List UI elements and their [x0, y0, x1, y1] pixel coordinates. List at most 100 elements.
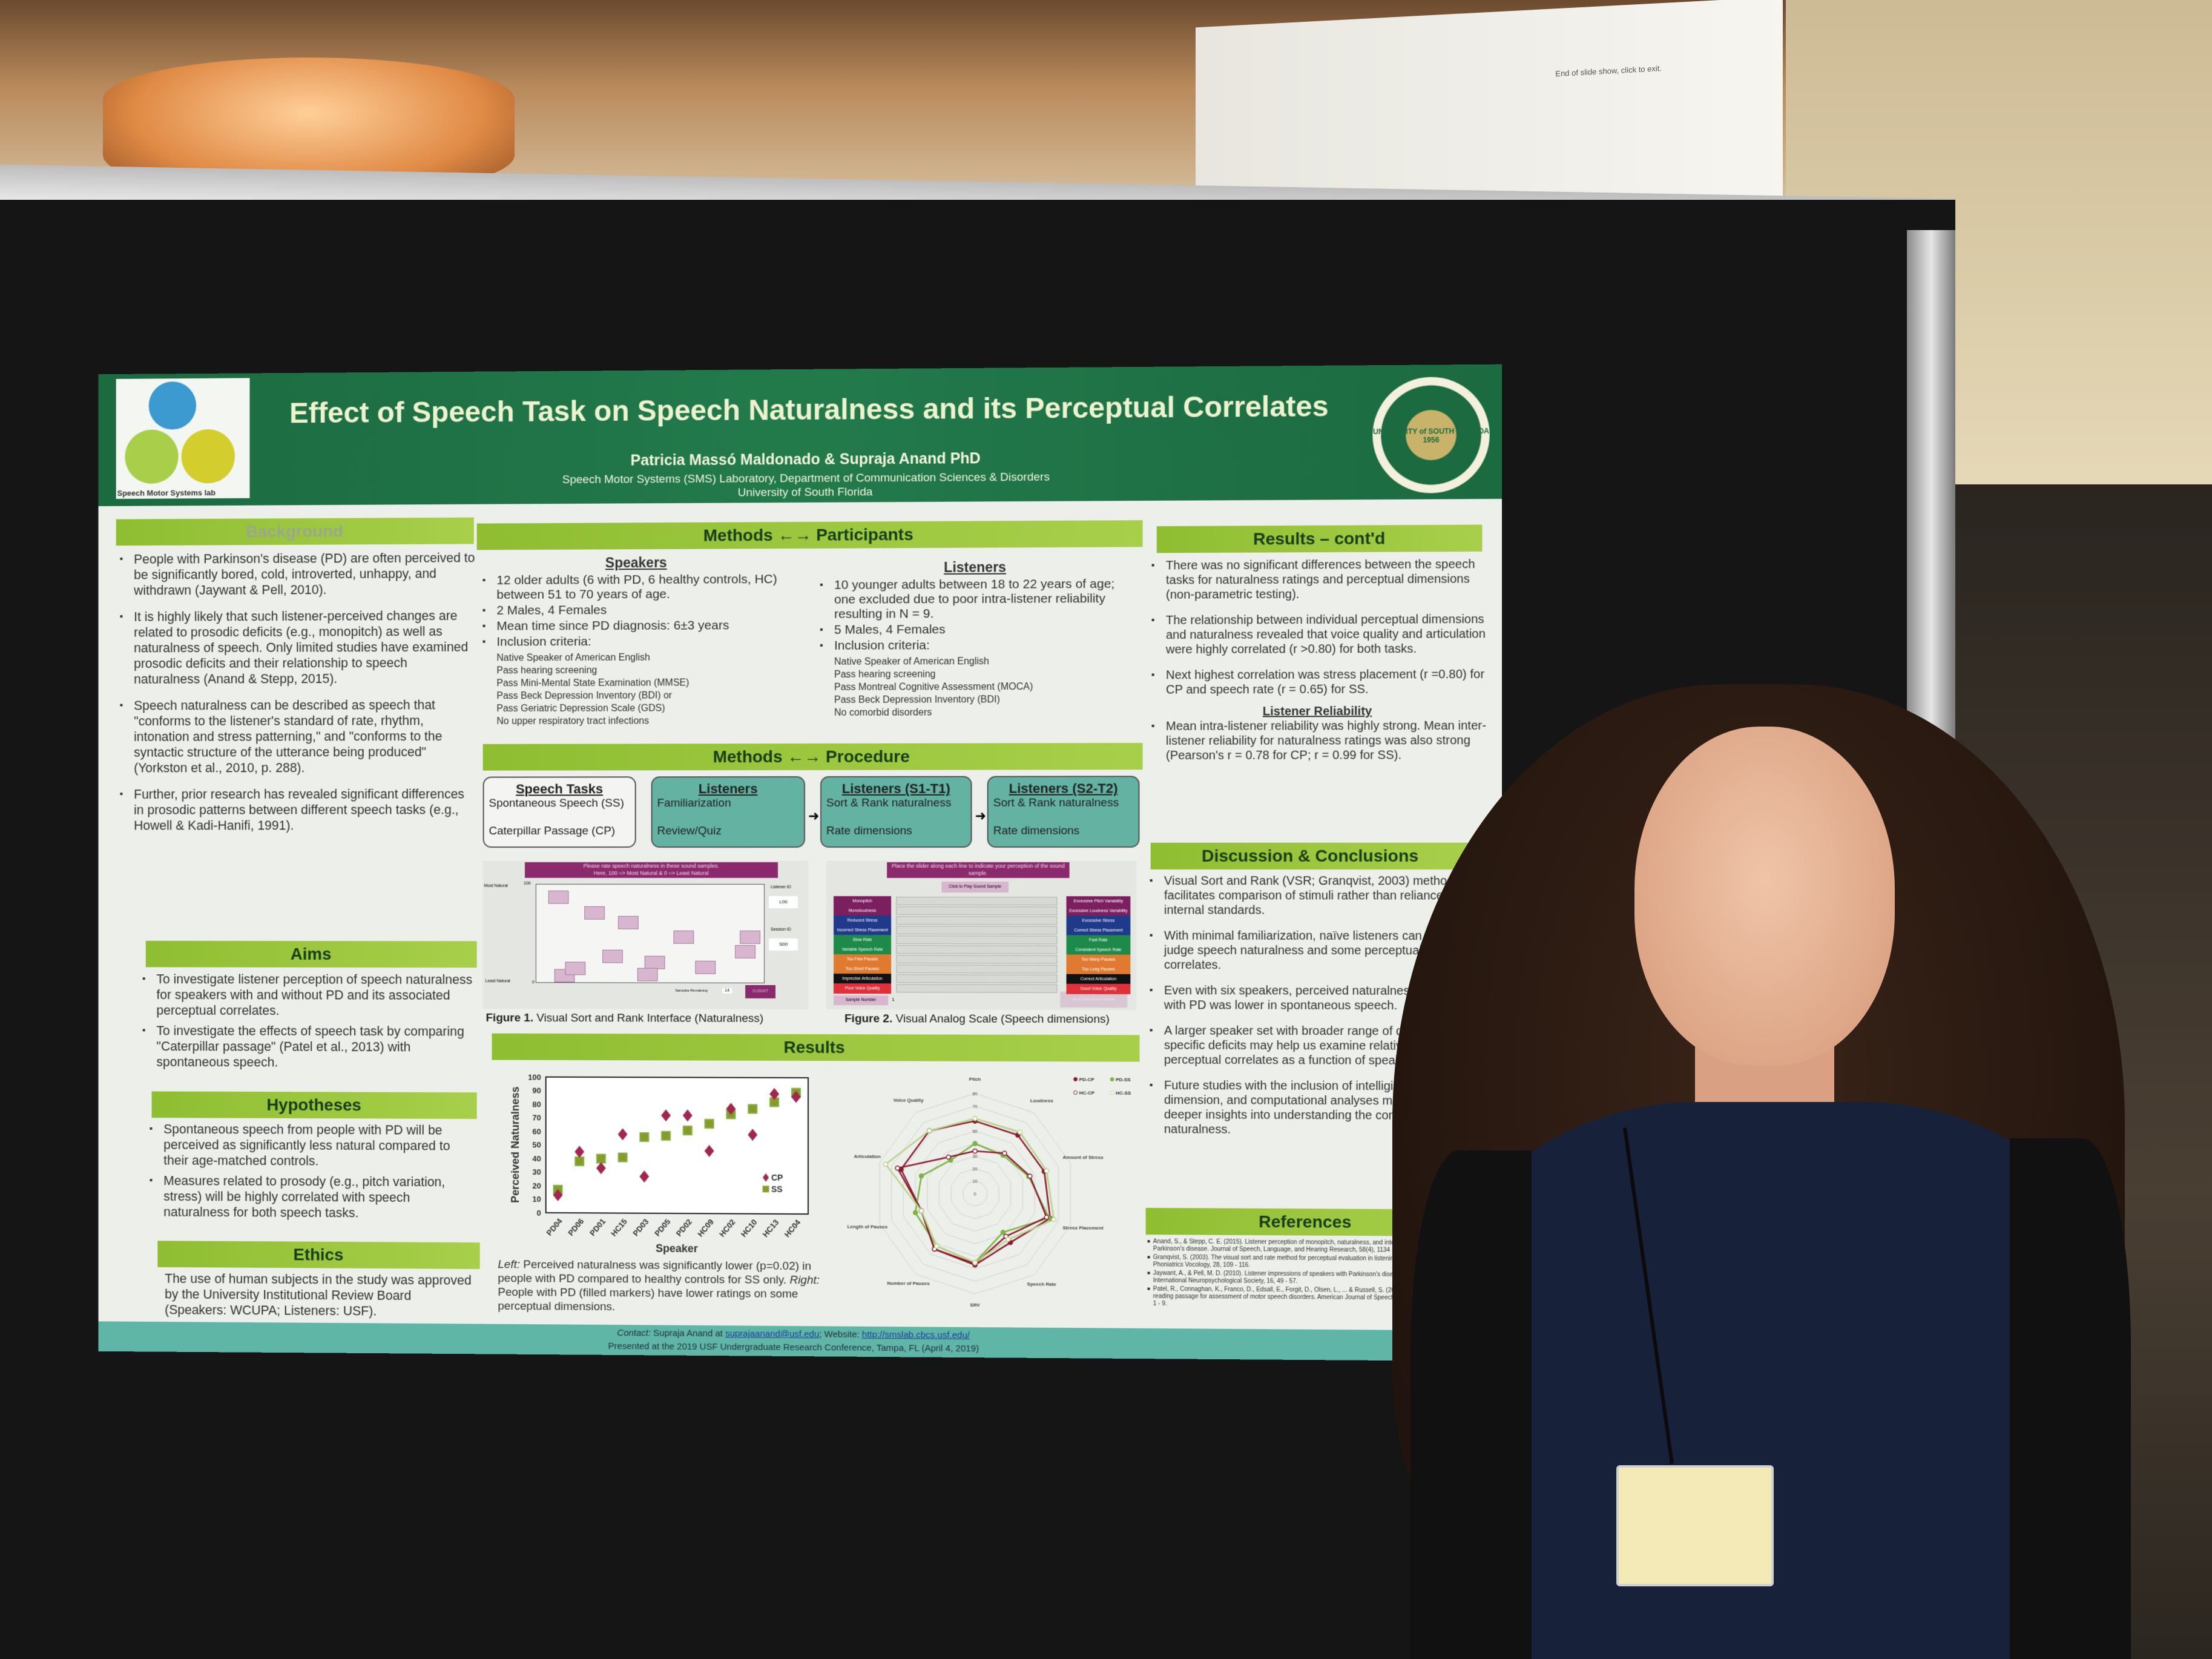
dimension-slider[interactable]: [896, 926, 1058, 935]
bottom-value: 0: [532, 980, 535, 985]
radar-tick-label: 80: [973, 1092, 978, 1097]
list-item: Further, prior research has revealed sig…: [117, 787, 475, 834]
x-tick-label: HC15: [609, 1217, 629, 1238]
dimension-label-right: Good Voice Quality: [1066, 983, 1131, 995]
list-item: It is highly likely that such listener-p…: [117, 608, 475, 687]
x-tick-label: HC10: [739, 1218, 759, 1239]
most-natural-label: Most Natural: [484, 883, 508, 888]
list-item: Inclusion criteria:: [817, 638, 1133, 653]
radar-point-pd-ss: [913, 1210, 918, 1215]
legend-label: PD-CP: [1079, 1077, 1095, 1082]
criteria-item: No comorbid disorders: [834, 707, 932, 718]
criteria-item: Pass Geriatric Depression Scale (GDS): [496, 703, 665, 714]
figure-2-header: Place the slider along each line to indi…: [887, 862, 1070, 883]
list-item: People with Parkinson's disease (PD) are…: [117, 550, 475, 598]
perceptual-dimensions-radar-chart: 0 10 20 30 40 50 60 70 80 Pitch Loudness Amount of …: [847, 1076, 1131, 1308]
play-sound-button[interactable]: Click to Play Sound Sample: [941, 882, 1009, 893]
box-title: Listeners (S1-T1): [841, 780, 950, 796]
legend-label: HC-CP: [1079, 1090, 1095, 1096]
criteria-item: Pass hearing screening: [834, 669, 936, 680]
list-item: The relationship between individual perc…: [1149, 612, 1487, 657]
legend-label: PD-SS: [1116, 1077, 1131, 1083]
sort-area[interactable]: [535, 883, 765, 983]
dimension-label-left: Monoloudness: [833, 906, 892, 917]
ss-point: [597, 1155, 605, 1163]
radar-point-hc-cp: [973, 1149, 977, 1153]
aims-heading: Aims: [145, 940, 477, 968]
contact-label: Contact:: [617, 1328, 651, 1339]
box-title: Speech Tasks: [516, 781, 604, 797]
list-item: Mean intra-listener reliability was high…: [1149, 719, 1487, 764]
radar-point-hc-cp: [1002, 1151, 1007, 1155]
radar-tick-label: 70: [973, 1105, 978, 1109]
submit-button[interactable]: SUBMIT: [745, 985, 776, 998]
dimension-slider[interactable]: [896, 965, 1058, 974]
cp-point: [791, 1090, 801, 1103]
legend-cp-label: CP: [771, 1173, 783, 1182]
radar-point-hc-cp: [946, 1155, 950, 1159]
website-link[interactable]: http://smslab.cbcs.usf.edu/: [861, 1329, 970, 1341]
radar-axis-label: SRV: [970, 1302, 980, 1308]
arrow-icon: ➜: [808, 808, 820, 823]
dimension-slider[interactable]: [896, 984, 1058, 993]
ss-point: [554, 1186, 562, 1194]
speakers-heading: Speakers: [605, 554, 667, 571]
x-tick-label: PD03: [631, 1217, 650, 1238]
listener-reliability-heading: Listener Reliability: [1262, 704, 1372, 719]
list-item: Speech naturalness can be described as s…: [117, 697, 475, 776]
procedure-box-speech-tasks: Speech Tasks Spontaneous Speech (SS) Cat…: [482, 776, 636, 848]
ethics-text: The use of human subjects in the study w…: [165, 1271, 472, 1319]
list-item: Next highest correlation was stress plac…: [1149, 667, 1487, 698]
radar-point-hc-cp: [1028, 1174, 1032, 1178]
radar-point-hc-ss: [973, 1261, 977, 1265]
dimension-label-right: Excessive Loudness Variability: [1066, 906, 1131, 917]
sample-number-label: Sample Number: [833, 995, 889, 1006]
y-tick-label: 0: [537, 1209, 541, 1218]
legend-label: HC-SS: [1116, 1090, 1131, 1096]
x-tick-label: PD02: [674, 1217, 694, 1238]
dimension-slider[interactable]: [896, 945, 1058, 954]
dimension-slider[interactable]: [896, 906, 1058, 915]
y-tick-label: 50: [532, 1141, 541, 1150]
radar-tick-label: 10: [973, 1180, 978, 1184]
least-natural-label: Least Natural: [485, 979, 510, 984]
dimension-label-right: Consistent Speech Rate: [1066, 945, 1131, 955]
dimension-label-left: Imprecise Articulation: [833, 974, 892, 985]
radar-tick-label: 0: [974, 1192, 976, 1196]
procedure-box-s1-t1: Listeners (S1-T1) Sort & Rank naturalnes…: [820, 776, 972, 848]
radar-point-hc-ss: [927, 1129, 932, 1133]
dimension-label-left: Reduced Stress: [833, 915, 892, 926]
box-line: Sort & Rank naturalness: [826, 796, 952, 810]
dimension-label-right: Excessive Pitch Variability: [1066, 896, 1131, 907]
dimension-slider[interactable]: [896, 974, 1058, 983]
caption-text: People with PD (filled markers) have low…: [498, 1286, 798, 1314]
y-tick-label: 60: [532, 1127, 541, 1136]
dimension-slider[interactable]: [896, 897, 1058, 906]
caption-text: Visual Analog Scale (Speech dimensions): [892, 1012, 1110, 1026]
figure-1-header: Please rate speech naturalness in these …: [524, 862, 778, 878]
radar-point-hc-cp: [932, 1247, 936, 1252]
dimension-slider[interactable]: [896, 916, 1058, 925]
radar-axis-label: Loudness: [1030, 1098, 1054, 1103]
lab-logo: Speech Motor Systems lab: [116, 378, 250, 499]
x-tick-label: HC13: [761, 1218, 781, 1239]
dimension-label-right: Correct Articulation: [1066, 974, 1131, 985]
box-line: Rate dimensions: [826, 824, 912, 837]
listener-id-field[interactable]: L00: [769, 895, 798, 909]
y-tick-label: 10: [532, 1195, 541, 1204]
list-item: 2 Males, 4 Females: [480, 602, 793, 618]
dimension-label-left: Variable Speech Rate: [833, 945, 892, 955]
dimension-slider[interactable]: [896, 955, 1058, 964]
box-line: Caterpillar Passage (CP): [489, 825, 616, 838]
session-id-field[interactable]: S00: [769, 938, 798, 951]
projector-screen-text: End of slide show, click to exit.: [1555, 64, 1662, 79]
y-tick-label: 30: [532, 1168, 541, 1177]
contact-email-link[interactable]: suprajaanand@usf.edu: [725, 1328, 820, 1340]
research-poster: Speech Motor Systems lab Effect of Speec…: [98, 364, 1503, 1362]
radar-tick-label: 60: [973, 1117, 978, 1121]
criteria-item: Pass Montreal Cognitive Assessment (MOCA…: [834, 681, 1033, 693]
dimension-slider[interactable]: [896, 935, 1058, 945]
radar-point-hc-ss: [1006, 1237, 1010, 1241]
radar-point-hc-ss: [919, 1209, 923, 1213]
